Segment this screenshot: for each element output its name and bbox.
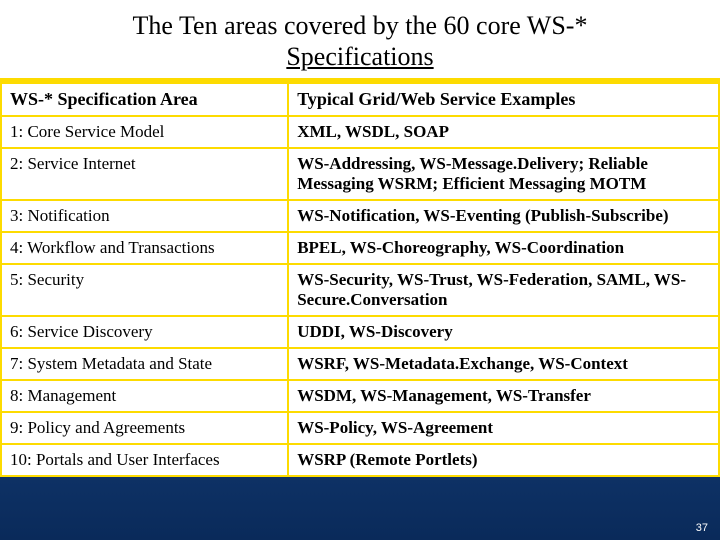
table-row: 4: Workflow and Transactions BPEL, WS-Ch… bbox=[1, 232, 719, 264]
cell-examples: XML, WSDL, SOAP bbox=[288, 116, 719, 148]
cell-examples: UDDI, WS-Discovery bbox=[288, 316, 719, 348]
table-row: 3: Notification WS-Notification, WS-Even… bbox=[1, 200, 719, 232]
col-header-examples: Typical Grid/Web Service Examples bbox=[288, 83, 719, 116]
cell-examples: WS-Security, WS-Trust, WS-Federation, SA… bbox=[288, 264, 719, 316]
table-row: 2: Service Internet WS-Addressing, WS-Me… bbox=[1, 148, 719, 200]
cell-examples: WS-Addressing, WS-Message.Delivery; Reli… bbox=[288, 148, 719, 200]
cell-area: 10: Portals and User Interfaces bbox=[1, 444, 288, 476]
table-row: 6: Service Discovery UDDI, WS-Discovery bbox=[1, 316, 719, 348]
table-row: 5: Security WS-Security, WS-Trust, WS-Fe… bbox=[1, 264, 719, 316]
cell-area: 2: Service Internet bbox=[1, 148, 288, 200]
table-row: 10: Portals and User Interfaces WSRP (Re… bbox=[1, 444, 719, 476]
cell-examples: WSDM, WS-Management, WS-Transfer bbox=[288, 380, 719, 412]
cell-area: 5: Security bbox=[1, 264, 288, 316]
cell-area: 1: Core Service Model bbox=[1, 116, 288, 148]
cell-area: 7: System Metadata and State bbox=[1, 348, 288, 380]
table-header-row: WS-* Specification Area Typical Grid/Web… bbox=[1, 83, 719, 116]
spec-table: WS-* Specification Area Typical Grid/Web… bbox=[0, 82, 720, 477]
title-line1: The Ten areas covered by the 60 core WS-… bbox=[133, 11, 588, 40]
col-header-area: WS-* Specification Area bbox=[1, 83, 288, 116]
cell-area: 8: Management bbox=[1, 380, 288, 412]
table-row: 1: Core Service Model XML, WSDL, SOAP bbox=[1, 116, 719, 148]
cell-examples: BPEL, WS-Choreography, WS-Coordination bbox=[288, 232, 719, 264]
title-line2: Specifications bbox=[286, 42, 433, 71]
table-row: 7: System Metadata and State WSRF, WS-Me… bbox=[1, 348, 719, 380]
cell-area: 6: Service Discovery bbox=[1, 316, 288, 348]
table-row: 9: Policy and Agreements WS-Policy, WS-A… bbox=[1, 412, 719, 444]
cell-area: 3: Notification bbox=[1, 200, 288, 232]
slide-title: The Ten areas covered by the 60 core WS-… bbox=[0, 0, 720, 80]
cell-area: 9: Policy and Agreements bbox=[1, 412, 288, 444]
table-row: 8: Management WSDM, WS-Management, WS-Tr… bbox=[1, 380, 719, 412]
page-number: 37 bbox=[696, 522, 708, 534]
cell-examples: WSRF, WS-Metadata.Exchange, WS-Context bbox=[288, 348, 719, 380]
cell-examples: WSRP (Remote Portlets) bbox=[288, 444, 719, 476]
spec-table-container: WS-* Specification Area Typical Grid/Web… bbox=[0, 80, 720, 477]
cell-area: 4: Workflow and Transactions bbox=[1, 232, 288, 264]
cell-examples: WS-Policy, WS-Agreement bbox=[288, 412, 719, 444]
cell-examples: WS-Notification, WS-Eventing (Publish-Su… bbox=[288, 200, 719, 232]
